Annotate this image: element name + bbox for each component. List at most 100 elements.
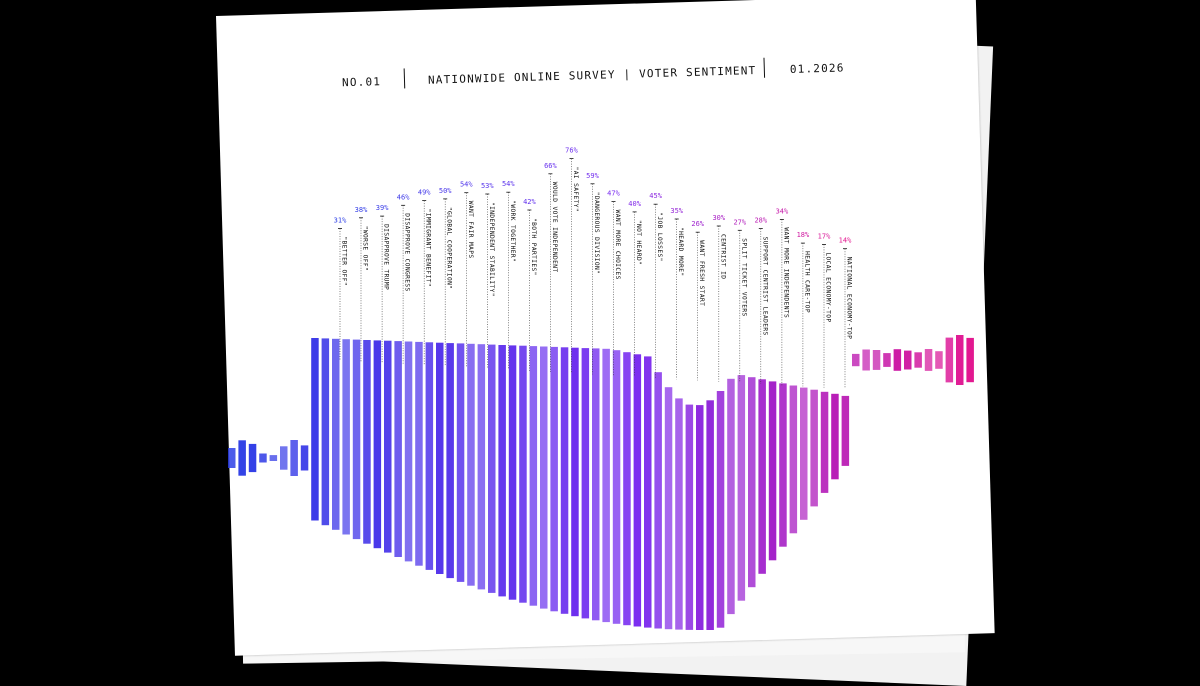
category-label: SUPPORT CENTRIST LEADERS <box>761 237 768 336</box>
waveform-bar <box>592 348 600 621</box>
waveform-bar <box>571 347 579 617</box>
category-label: "IMMIGRANT BENEFIT" <box>425 209 432 287</box>
waveform-bar <box>872 350 881 370</box>
waveform-bar <box>966 337 974 383</box>
waveform-bar <box>248 443 257 473</box>
value-label: 34% <box>776 207 789 215</box>
waveform-bar <box>311 338 319 521</box>
value-label: 54% <box>460 181 473 189</box>
waveform-bar <box>321 338 330 526</box>
waveform-bar <box>404 341 413 562</box>
sentiment-bar-chart: 31% "BETTER OFF" 38% "WORSE OFF" 39% DISAPPRO… <box>228 147 974 630</box>
category-label: WANT FRESH START <box>698 240 705 306</box>
category-label: "AI SAFETY" <box>572 167 579 212</box>
waveform-bar <box>914 352 922 368</box>
value-label: 46% <box>397 193 410 201</box>
waveform-bar <box>384 340 392 553</box>
value-label: 42% <box>523 198 536 206</box>
waveform-bar <box>352 339 361 540</box>
waveform-bar <box>550 346 558 612</box>
category-label: "GLOBAL COOPERATION" <box>446 207 453 290</box>
waveform-bar <box>488 344 496 593</box>
waveform-bar <box>560 347 569 614</box>
category-label: HEALTH CARE-TOP <box>803 251 810 313</box>
waveform-bars <box>228 335 974 630</box>
value-label: 17% <box>818 232 831 240</box>
category-label: "DANGEROUS DIVISION" <box>593 192 600 275</box>
category-label: WANT FAIR MAPS <box>467 201 474 259</box>
value-label: 18% <box>797 231 810 239</box>
waveform-bar <box>394 341 402 557</box>
waveform-bar <box>924 349 933 371</box>
waveform-bar <box>238 440 246 476</box>
waveform-bar <box>893 349 902 371</box>
waveform-bar <box>540 346 548 609</box>
waveform-bar <box>675 398 683 630</box>
waveform-bar <box>800 387 808 520</box>
value-label: 35% <box>670 207 683 215</box>
category-label: "NOT HEARD" <box>635 220 642 265</box>
waveform-bar <box>467 343 475 586</box>
value-label: 27% <box>733 218 746 226</box>
waveform-bar <box>342 339 350 535</box>
value-label: 39% <box>376 204 389 212</box>
category-label: CENTRIST ID <box>719 234 726 279</box>
waveform-bar <box>685 404 694 630</box>
waveform-bar <box>852 353 860 367</box>
value-label: 76% <box>565 147 578 155</box>
waveform-bar <box>956 335 964 385</box>
waveform-bar <box>758 379 766 574</box>
waveform-bar <box>727 378 735 615</box>
waveform-bar <box>581 348 590 619</box>
category-label: SPLIT TICKET VOTERS <box>740 238 747 316</box>
value-label: 28% <box>754 217 767 225</box>
waveform-bar <box>280 446 288 470</box>
waveform-bar <box>841 395 850 466</box>
category-label: "INDEPENDENT STABILITY" <box>488 202 495 297</box>
value-label: 54% <box>502 180 515 188</box>
waveform-bar <box>519 345 527 603</box>
value-label: 50% <box>439 187 452 195</box>
value-label: 66% <box>544 162 557 170</box>
value-label: 49% <box>418 189 431 197</box>
waveform-bar <box>644 356 652 628</box>
waveform-bar <box>259 453 267 463</box>
value-label: 38% <box>355 206 368 214</box>
waveform-bar <box>363 340 371 544</box>
waveform-bar <box>664 387 673 630</box>
category-label: "WORK TOGETHER" <box>509 200 516 262</box>
waveform-bar <box>425 342 434 570</box>
waveform-bar <box>696 405 704 630</box>
waveform-bar <box>820 391 829 493</box>
waveform-bar <box>498 345 506 597</box>
waveform-bar <box>456 343 465 582</box>
waveform-bar <box>373 340 382 549</box>
value-label: 30% <box>712 214 725 222</box>
value-label: 40% <box>628 200 641 208</box>
waveform-bar <box>789 385 798 534</box>
value-label: 45% <box>649 192 662 200</box>
value-label: 47% <box>607 190 620 198</box>
waveform-bar <box>935 351 943 369</box>
category-label: WOULD VOTE INDEPENDENT <box>551 182 558 273</box>
waveform-bar <box>706 400 714 630</box>
value-label: 31% <box>334 217 347 225</box>
waveform-bar <box>612 350 621 624</box>
waveform-bar <box>602 348 610 623</box>
category-label: "BETTER OFF" <box>341 237 348 287</box>
value-label: 14% <box>839 237 852 245</box>
category-label: "BOTH PARTIES" <box>530 218 537 276</box>
category-label: NATIONAL ECONOMY-TOP <box>846 257 853 340</box>
waveform-bar <box>883 353 891 367</box>
category-label: "JOB LOSSES" <box>656 212 663 262</box>
category-label: DISAPPROVE CONGRESS <box>404 213 411 291</box>
waveform-bar <box>477 344 486 590</box>
category-label: WANT MORE CHOICES <box>614 210 621 280</box>
waveform-bar <box>228 448 236 468</box>
waveform-bar <box>779 383 787 547</box>
value-label: 26% <box>691 220 704 228</box>
category-label: WANT MORE INDEPENDENTS <box>782 227 789 318</box>
waveform-bar <box>529 346 538 606</box>
category-label: "HEARD MORE" <box>677 227 684 277</box>
waveform-bar <box>300 445 309 471</box>
